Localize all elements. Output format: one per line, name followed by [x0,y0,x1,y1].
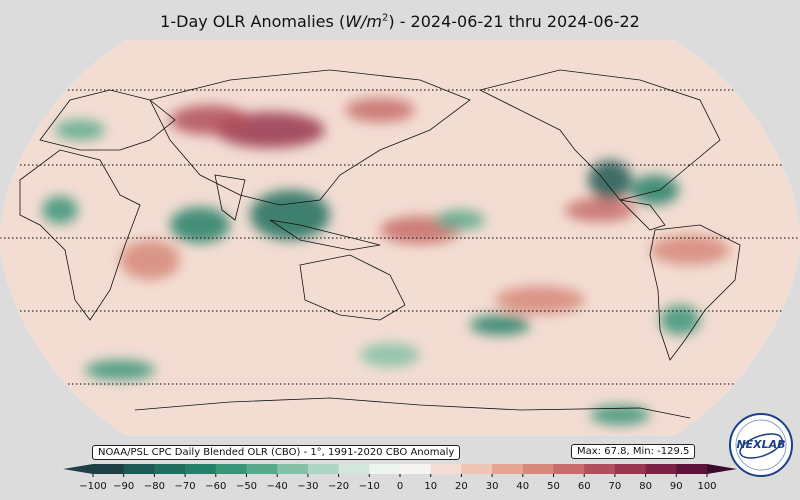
colorbar: −100 −90 −80 −70 −60 −50 −40 −30 −20 −10 0 10 20 30 40… [63,464,737,492]
colorbar-segment [553,464,585,474]
anomaly-patch [660,305,700,335]
colorbar-segment [185,464,217,474]
colorbar-tick-label: 90 [670,481,683,492]
coast-indonesia [269,219,381,251]
colorbar-segment [215,464,247,474]
anomaly-patch [495,286,585,314]
anomaly-patch [435,210,485,230]
logo-text: NEXLAB [736,438,785,451]
map-title: 1-Day OLR Anomalies (W/m2) - 2024-06-21 … [160,12,640,31]
colorbar-tick-label: −90 [113,481,134,492]
coast-asia [149,69,471,206]
colorbar-segment [246,464,278,474]
colorbar-segment [338,464,370,474]
latitude-lines [0,89,800,385]
colorbar-segment [277,464,309,474]
colorbar-segment [676,464,708,474]
olr-anomaly-map [0,39,800,436]
colorbar-max-extension [707,464,737,474]
anomaly-patch [170,105,250,135]
colorbar-segment [93,464,125,474]
source-note: NOAA/PSL CPC Daily Blended OLR (CBO) - 1… [92,445,461,460]
colorbar-tick-label: 0 [397,481,403,492]
anomaly-patch [55,120,105,140]
anomaly-patch [170,207,230,243]
coast-south-america [649,224,741,361]
colorbar-tick-label: 100 [697,481,716,492]
colorbar-tick-label: −100 [79,481,106,492]
colorbar-segment [461,464,493,474]
anomaly-patch [590,405,650,425]
colorbar-tick-label: −20 [328,481,349,492]
coast-australia [299,254,406,321]
colorbar-tick-label: −70 [175,481,196,492]
colorbar-tick-label: −30 [297,481,318,492]
colorbar-segment [154,464,186,474]
colorbar-segment [522,464,554,474]
max-min-stats: Max: 67.8, Min: -129.5 [571,444,696,459]
colorbar-tick-label: 40 [516,481,529,492]
colorbar-tick-label: 10 [424,481,437,492]
anomaly-patch [345,98,415,122]
coast-north-america [478,69,721,201]
colorbar-segment [123,464,155,474]
colorbar-segment [307,464,340,474]
colorbar-segment [614,464,647,474]
colorbar-segment [492,464,524,474]
colorbar-segment [369,464,401,474]
colorbar-tick-label: 60 [578,481,591,492]
anomaly-patch [85,360,155,380]
colorbar-tick-label: −60 [205,481,226,492]
coast-central-america [618,199,666,231]
colorbar-tick-label: −10 [359,481,380,492]
anomaly-field [42,98,730,425]
colorbar-tick-label: 80 [639,481,652,492]
colorbar-segment [584,464,616,474]
anomaly-patch [650,235,730,265]
anomaly-patch [42,196,78,224]
anomaly-patch [360,343,420,367]
colorbar-segment [430,464,462,474]
globe-outline [0,39,800,436]
colorbar-min-extension [63,464,93,474]
anomaly-patch [588,160,632,200]
coast-europe [39,89,176,151]
nexlab-logo: NEXLAB [729,413,793,477]
colorbar-tick-label: 20 [455,481,468,492]
colorbar-tick-label: −40 [267,481,288,492]
anomaly-patch [250,190,330,240]
colorbar-tick-label: −50 [236,481,257,492]
colorbar-tick-label: −80 [144,481,165,492]
colorbar-segment [645,464,677,474]
colorbar-segment [400,464,432,474]
colorbar-tick-label: 70 [609,481,622,492]
coast-india [214,174,246,221]
coast-antarctica [134,397,691,419]
anomaly-patch [565,198,635,222]
coast-africa [19,149,141,321]
anomaly-patch [470,315,530,335]
colorbar-tick-label: 30 [486,481,499,492]
anomaly-patch [631,175,679,205]
coastlines [19,69,741,419]
anomaly-patch [120,240,180,280]
colorbar-tick-label: 50 [547,481,560,492]
